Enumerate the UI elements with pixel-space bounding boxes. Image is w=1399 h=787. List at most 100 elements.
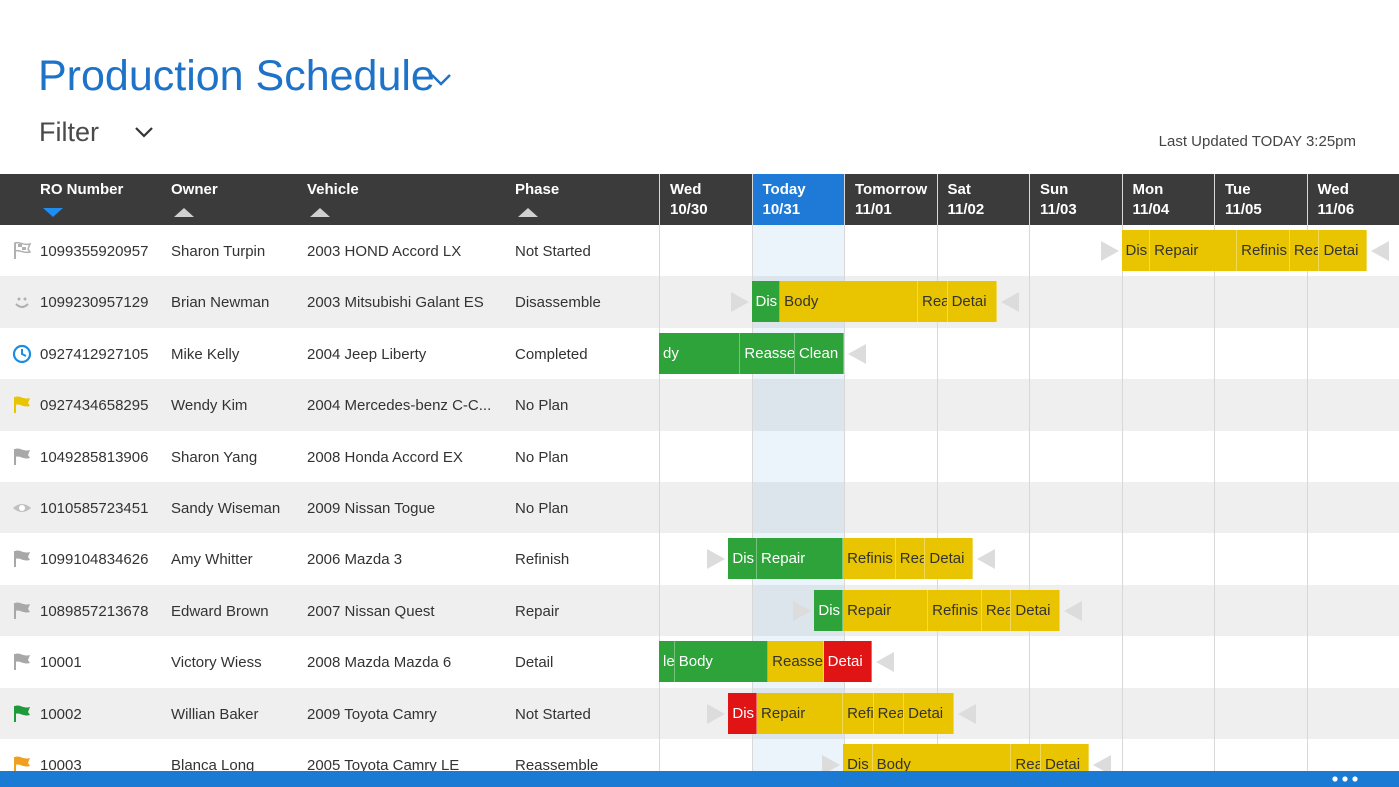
schedule-segment[interactable]: Body — [780, 281, 918, 323]
schedule-segment[interactable]: Rea — [873, 692, 905, 734]
segment-label: Detai — [1015, 601, 1051, 619]
column-header[interactable]: Owner — [171, 181, 218, 198]
schedule-segment[interactable]: Refinis — [1237, 230, 1290, 271]
schedule-segment[interactable]: dy — [659, 332, 741, 374]
day-name: Tomorrow — [855, 181, 928, 198]
day-name: Tue — [1225, 181, 1251, 198]
last-updated: Last Updated TODAY 3:25pm — [1158, 133, 1356, 150]
end-marker — [976, 548, 996, 575]
segment-label: Rea — [877, 704, 905, 722]
start-marker — [730, 291, 750, 318]
table-row[interactable] — [0, 430, 1399, 482]
schedule-segment[interactable]: Rea — [1289, 230, 1320, 271]
cell-phase: Detail — [515, 654, 554, 672]
day-date: 11/01 — [855, 201, 892, 218]
schedule-segment[interactable]: Detai — [925, 538, 973, 580]
title-dropdown-chevron[interactable] — [430, 72, 452, 88]
start-marker — [792, 600, 812, 627]
schedule-segment[interactable]: Reasse — [740, 332, 795, 374]
schedule-segment[interactable]: Rea — [895, 538, 926, 580]
cell-vehicle: 2009 Toyota Camry — [307, 705, 437, 723]
schedule-segment[interactable]: Repair — [843, 589, 929, 631]
today-header — [751, 174, 844, 225]
segment-label: Body — [784, 293, 819, 311]
start-marker-graphic — [707, 549, 726, 570]
schedule-segment[interactable]: Refinis — [928, 589, 982, 631]
filter-chevron[interactable] — [134, 126, 154, 140]
schedule-segment[interactable]: Rea — [981, 589, 1012, 631]
schedule-segment[interactable]: Detai — [1011, 589, 1061, 631]
schedule-segment[interactable]: Dis — [814, 589, 844, 631]
schedule-segment[interactable]: Rea — [918, 281, 948, 323]
start-marker — [706, 548, 726, 575]
sort-indicator[interactable] — [517, 205, 539, 223]
cell-vehicle: 2008 Mazda Mazda 6 — [307, 654, 452, 672]
filter-label[interactable]: Filter — [39, 117, 99, 147]
schedule-segment[interactable]: Clean — [794, 332, 844, 374]
schedule-segment[interactable]: Refinis — [843, 538, 896, 580]
cell-vehicle: 2006 Mazda 3 — [307, 551, 403, 569]
schedule-segment[interactable]: Detai — [947, 281, 997, 323]
table-row[interactable] — [0, 276, 1399, 328]
segment-label: Refinis — [932, 601, 979, 619]
table-row[interactable] — [0, 687, 1399, 739]
schedule-segment[interactable]: Dis — [728, 538, 758, 580]
day-name: Sun — [1040, 181, 1069, 198]
schedule-segment[interactable]: Detai — [904, 692, 955, 734]
cell-phase: No Plan — [515, 448, 569, 466]
schedule-segment[interactable]: Repair — [757, 692, 844, 734]
cell-owner: Wendy Kim — [171, 397, 248, 415]
schedule-segment[interactable]: Detai — [1319, 230, 1367, 271]
segment-label: Dis — [732, 550, 755, 568]
segment-label: Rea — [1015, 756, 1042, 773]
schedule-segment[interactable]: Repair — [1150, 230, 1238, 271]
schedule-segment[interactable]: Dis — [728, 692, 758, 734]
schedule-segment[interactable]: Refi — [843, 692, 874, 734]
day-separator — [1029, 174, 1030, 787]
day-date: 11/02 — [947, 201, 985, 218]
segment-label: Detai — [929, 550, 965, 568]
table-row[interactable] — [0, 379, 1399, 431]
sort-indicator[interactable] — [309, 205, 331, 223]
start-marker — [1100, 240, 1120, 267]
sort-indicator[interactable] — [173, 205, 195, 223]
cell-ro: 10001 — [40, 654, 82, 672]
segment-label: Repair — [761, 550, 806, 568]
cell-phase: Not Started — [515, 243, 591, 260]
column-header[interactable]: Phase — [515, 181, 560, 198]
schedule-segment[interactable]: Repair — [757, 538, 844, 580]
table-row[interactable] — [0, 584, 1399, 637]
table-row[interactable] — [0, 482, 1399, 534]
day-date: 11/06 — [1317, 201, 1355, 218]
sort-indicator-graphic — [174, 208, 194, 217]
row-status-icon — [11, 754, 33, 781]
end-marker — [1092, 754, 1112, 781]
day-separator — [751, 174, 753, 787]
segment-label: Detai — [1323, 242, 1359, 259]
cell-ro: 1099230957129 — [40, 294, 149, 312]
day-date: 11/05 — [1225, 201, 1262, 218]
end-marker-graphic — [848, 343, 866, 364]
schedule-segment[interactable]: le — [659, 641, 675, 683]
day-name: Today — [762, 181, 806, 198]
table-row[interactable] — [0, 533, 1399, 585]
segment-label: Dis — [847, 756, 869, 773]
sort-indicator[interactable] — [42, 205, 64, 223]
schedule-segment[interactable]: Reasse — [768, 641, 824, 683]
cell-owner: Sharon Turpin — [171, 243, 266, 260]
segment-label: Detai — [827, 653, 863, 671]
page-title[interactable]: Production Schedule — [38, 52, 435, 100]
schedule-segment[interactable]: Dis — [751, 281, 781, 323]
schedule-segment[interactable]: Dis — [1121, 230, 1151, 271]
cell-phase: No Plan — [515, 500, 569, 517]
column-header[interactable]: Vehicle — [307, 181, 359, 198]
more-button[interactable] — [1331, 775, 1359, 783]
cell-vehicle: 2008 Honda Accord EX — [307, 448, 463, 466]
cell-phase: Reassemble — [515, 757, 599, 774]
schedule-segment[interactable]: Detai — [823, 641, 872, 683]
segment-label: Body — [678, 653, 713, 671]
column-header[interactable]: RO Number — [40, 181, 124, 198]
cell-phase: No Plan — [515, 397, 569, 415]
schedule-segment[interactable]: Body — [674, 641, 769, 683]
